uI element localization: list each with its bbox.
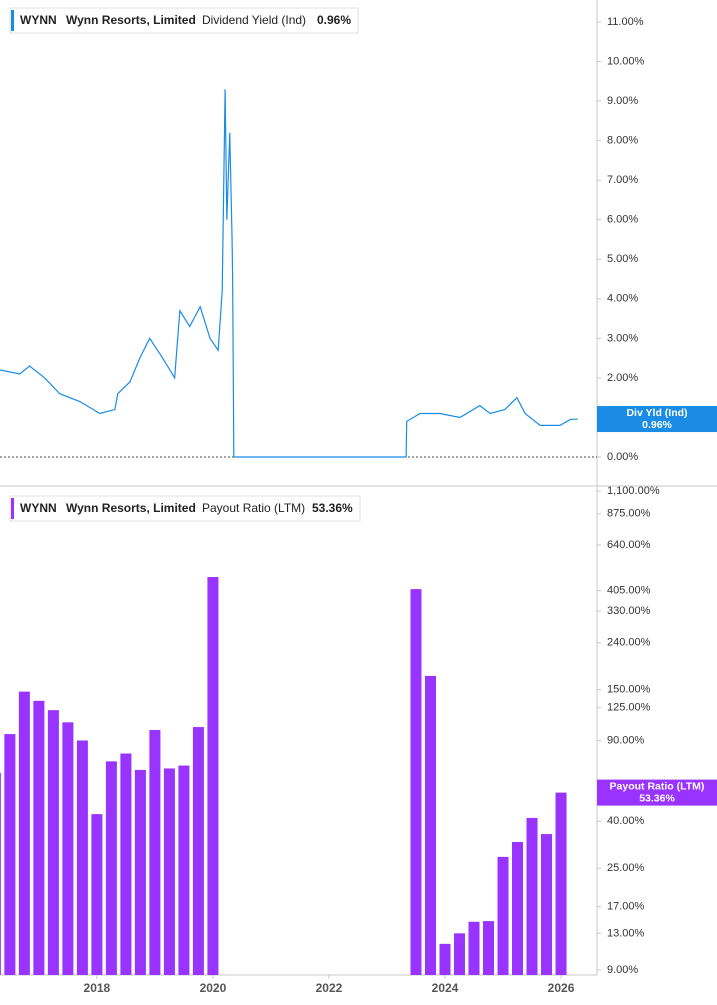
y-tick-label: 40.00% (607, 815, 645, 827)
value-tag-value: 53.36% (639, 792, 675, 804)
bar (497, 856, 509, 975)
company: Wynn Resorts, Limited (66, 13, 196, 27)
plot-area-top (0, 89, 578, 458)
bar (482, 921, 495, 975)
y-tick-label: 125.00% (607, 702, 651, 714)
bar (18, 691, 30, 975)
bar (512, 842, 524, 975)
legend-box (9, 495, 361, 522)
legend-box (9, 7, 359, 34)
x-tick-label: 2022 (316, 981, 343, 995)
series-name: Payout Ratio (LTM) (202, 501, 305, 515)
y-tick-label: 240.00% (607, 637, 651, 649)
bar (410, 589, 422, 975)
bar (62, 722, 74, 975)
x-tick-label: 2026 (548, 981, 575, 995)
value-tag-value: 0.96% (642, 419, 672, 431)
y-tick-label: 3.00% (607, 332, 638, 344)
y-tick-label: 90.00% (607, 734, 645, 746)
y-tick-label: 6.00% (607, 214, 638, 226)
bar (439, 943, 451, 975)
y-tick-label: 10.00% (607, 55, 645, 67)
bar (47, 710, 59, 975)
bar (192, 727, 204, 975)
y-tick-label: 2.00% (607, 372, 638, 384)
x-tick-label: 2018 (84, 981, 111, 995)
series-name: Dividend Yield (Ind) (202, 13, 306, 27)
y-tick-label: 11.00% (607, 16, 644, 28)
ticker: WYNN (20, 13, 57, 27)
current-value: 0.96% (317, 13, 351, 27)
bar (134, 769, 146, 975)
y-tick-label: 330.00% (607, 605, 651, 617)
x-tick-label: 2020 (200, 981, 227, 995)
bar (555, 792, 567, 975)
y-tick-label: 5.00% (607, 253, 638, 265)
legend-accent (11, 10, 14, 31)
legend-accent (11, 498, 14, 519)
bar (207, 577, 219, 975)
bar (120, 753, 132, 975)
y-tick-label: 150.00% (607, 683, 651, 695)
current-value: 53.36% (312, 501, 353, 515)
ticker: WYNN (20, 501, 57, 515)
y-tick-label: 640.00% (607, 539, 651, 551)
y-tick-label: 1,100.00% (607, 485, 660, 497)
value-tag-name: Div Yld (Ind) (626, 407, 687, 419)
bar (424, 675, 437, 975)
bar (105, 761, 117, 975)
y-tick-label: 25.00% (607, 862, 645, 874)
bar (91, 814, 103, 975)
y-tick-label: 875.00% (607, 508, 651, 520)
bar (468, 921, 480, 975)
y-tick-label: 9.00% (607, 95, 638, 107)
y-tick-label: 13.00% (607, 927, 645, 939)
bar (453, 933, 466, 975)
y-tick-label: 4.00% (607, 293, 638, 305)
legend-top: WYNN Wynn Resorts, Limited Dividend Yiel… (9, 7, 359, 34)
value-tag (597, 779, 717, 806)
bar (178, 765, 190, 975)
y-tick-label: 8.00% (607, 135, 638, 147)
bar (33, 700, 45, 975)
bar (163, 768, 175, 975)
bar (526, 817, 538, 975)
bar (4, 734, 16, 975)
x-tick-label: 2024 (432, 981, 459, 995)
bar (76, 740, 88, 975)
value-tag (597, 406, 717, 433)
bar (0, 772, 1, 975)
y-tick-label: 405.00% (607, 584, 651, 596)
data-line (0, 89, 578, 458)
y-tick-label: 17.00% (607, 901, 645, 913)
y-tick-label: 9.00% (607, 964, 638, 976)
value-tag-name: Payout Ratio (LTM) (610, 780, 705, 792)
y-tick-label: 0.00% (607, 451, 638, 463)
legend-bottom: WYNN Wynn Resorts, Limited Payout Ratio … (9, 495, 361, 522)
bar (149, 729, 161, 975)
plot-area-bottom (0, 577, 567, 975)
y-tick-label: 7.00% (607, 174, 638, 186)
bar (541, 834, 553, 975)
company: Wynn Resorts, Limited (66, 501, 196, 515)
